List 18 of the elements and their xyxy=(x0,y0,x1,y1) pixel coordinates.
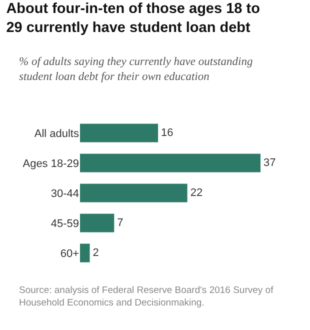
bar xyxy=(80,184,188,202)
data-label: 16 xyxy=(161,127,174,139)
bar xyxy=(80,244,90,262)
y-tick-label: Ages 18-29 xyxy=(22,158,79,170)
chart-subtitle: % of adults saying they currently have outstanding student loan debt for their own education xyxy=(19,56,253,83)
y-tick-label: All adults xyxy=(34,128,80,140)
chart-title: About four-in-ten of those ages 18 to 29 currently have student loan debt xyxy=(6,1,260,36)
y-tick-label: 45-59 xyxy=(50,218,79,230)
y-tick-label: 30-44 xyxy=(50,188,79,200)
y-tick-label: 60+ xyxy=(60,248,79,260)
bar xyxy=(80,214,114,232)
data-label: 7 xyxy=(117,217,124,229)
source-note: Source: analysis of Federal Reserve Board's 2016 Survey of Household Economics and Decisionmaking. xyxy=(19,285,274,308)
data-label: 37 xyxy=(264,157,276,169)
data-label: 22 xyxy=(190,187,203,199)
bar xyxy=(80,124,158,142)
data-label: 2 xyxy=(92,247,99,259)
bar xyxy=(80,154,260,172)
